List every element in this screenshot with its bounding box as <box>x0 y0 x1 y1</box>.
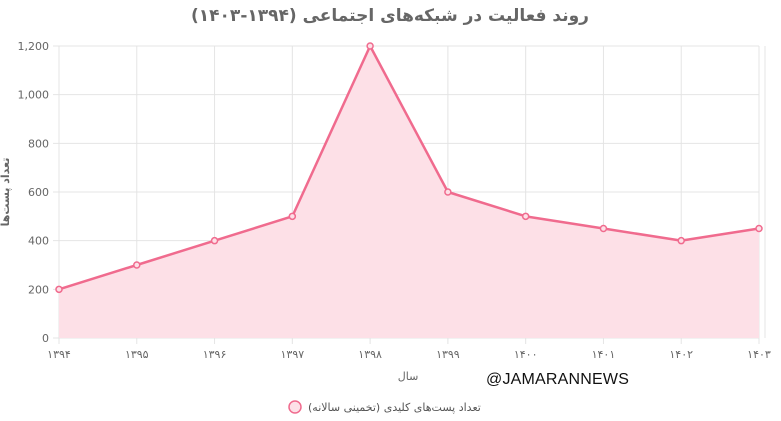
x-tick-label: ۱۳۹۴ <box>47 348 71 361</box>
x-tick-label: ۱۴۰۰ <box>514 348 538 361</box>
x-tick-label: ۱۴۰۱ <box>592 348 616 361</box>
x-axis-label: سال <box>398 370 419 383</box>
legend-label: تعداد پست‌های کلیدی (تخمینی سالانه) <box>308 401 481 414</box>
x-tick-label: ۱۳۹۹ <box>436 348 460 361</box>
legend-marker <box>288 400 302 414</box>
x-tick-label: ۱۳۹۷ <box>281 348 305 361</box>
y-tick-label: 600 <box>28 186 49 199</box>
y-tick-label: 0 <box>42 332 49 345</box>
chart-title: روند فعالیت در شبکه‌های اجتماعی (۱۳۹۴-۱۴… <box>191 6 589 26</box>
y-tick-label: 400 <box>28 235 49 248</box>
x-tick-label: ۱۴۰۳ <box>747 348 771 361</box>
data-point <box>288 212 297 221</box>
x-axis-ticks: ۱۳۹۴ ۱۳۹۵ ۱۳۹۶ ۱۳۹۷ ۱۳۹۸ ۱۳۹۹ ۱۴۰۰ ۱۴۰۱ ۱۴۰۲ ۱۴۰۳ <box>47 348 771 361</box>
x-tick-label: ۱۴۰۲ <box>669 348 693 361</box>
data-point <box>521 212 530 221</box>
watermark: @JAMARANNEWS <box>486 371 630 388</box>
data-point <box>677 236 685 245</box>
y-tick-label: 200 <box>28 283 49 296</box>
y-tick-label: 800 <box>28 137 49 150</box>
x-tick-label: ۱۳۹۶ <box>203 348 227 361</box>
data-point <box>755 224 763 233</box>
series-line <box>58 44 760 291</box>
y-tick-label: 1,000 <box>18 89 50 102</box>
data-point <box>55 285 63 294</box>
series-points <box>55 42 763 294</box>
data-point <box>444 188 452 196</box>
y-axis-label: تعداد پست‌ها <box>0 158 12 227</box>
legend[interactable]: تعداد پست‌های کلیدی (تخمینی سالانه) <box>288 400 481 414</box>
y-axis-ticks: 0 200 400 600 800 1,000 1,200 <box>18 40 50 345</box>
x-tick-label: ۱۳۹۵ <box>125 348 149 361</box>
x-tick-label: ۱۳۹۸ <box>358 348 382 361</box>
data-point <box>366 42 374 50</box>
data-point <box>210 236 219 245</box>
data-point <box>599 224 608 233</box>
data-point <box>133 261 141 269</box>
y-tick-label: 1,200 <box>18 40 50 53</box>
series-area-fill <box>59 46 759 338</box>
